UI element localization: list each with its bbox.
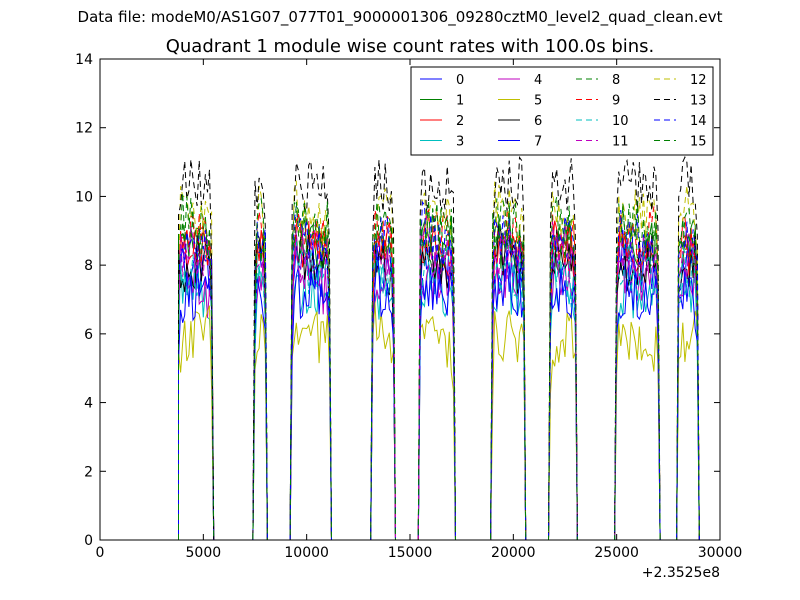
legend-label: 5 xyxy=(534,94,542,109)
x-tick-label: 0 xyxy=(96,545,105,561)
legend-label: 4 xyxy=(534,73,542,88)
legend-label: 11 xyxy=(612,135,629,150)
x-tick-label: 10000 xyxy=(284,545,329,561)
legend-label: 8 xyxy=(612,73,620,88)
legend-label: 15 xyxy=(690,135,707,150)
legend-label: 13 xyxy=(690,94,707,109)
legend-frame xyxy=(410,66,714,156)
y-tick-label: 2 xyxy=(84,464,93,480)
legend-label: 7 xyxy=(534,135,542,150)
legend-label: 3 xyxy=(456,135,464,150)
legend-label: 1 xyxy=(456,94,464,109)
legend-label: 9 xyxy=(612,94,620,109)
x-tick-label: 15000 xyxy=(388,545,433,561)
series-line-15 xyxy=(178,192,700,541)
y-tick-label: 10 xyxy=(75,189,93,205)
plot-lines xyxy=(178,155,700,541)
x-tick-label: 5000 xyxy=(186,545,222,561)
axis-ticks: 0 5000 10000 15000 20000 25000 300000246810121… xyxy=(75,52,742,561)
series-line-8 xyxy=(178,198,700,541)
legend-label: 14 xyxy=(690,114,707,129)
series-line-7 xyxy=(178,256,700,541)
x-axis-offset-label: +2.3525e8 xyxy=(642,565,720,581)
figure-suptitle: Data file: modeM0/AS1G07_077T01_90000013… xyxy=(77,8,723,26)
x-tick-label: 25000 xyxy=(594,545,639,561)
legend-label: 12 xyxy=(690,73,707,88)
y-tick-label: 14 xyxy=(75,52,93,68)
chart-title: Quadrant 1 module wise count rates with … xyxy=(165,36,655,57)
y-tick-label: 4 xyxy=(84,396,93,412)
x-tick-label: 30000 xyxy=(698,545,743,561)
legend-label: 6 xyxy=(534,114,542,129)
y-tick-label: 12 xyxy=(75,121,93,137)
legend-label: 2 xyxy=(456,114,464,129)
legend-label: 10 xyxy=(612,114,629,129)
legend-label: 0 xyxy=(456,73,464,88)
y-tick-label: 0 xyxy=(84,533,93,549)
x-tick-label: 20000 xyxy=(491,545,536,561)
y-tick-label: 8 xyxy=(84,258,93,274)
y-tick-label: 6 xyxy=(84,327,93,343)
series-line-11 xyxy=(178,215,700,541)
series-line-10 xyxy=(178,233,700,541)
series-line-5 xyxy=(178,301,700,541)
series-line-13 xyxy=(178,155,700,541)
